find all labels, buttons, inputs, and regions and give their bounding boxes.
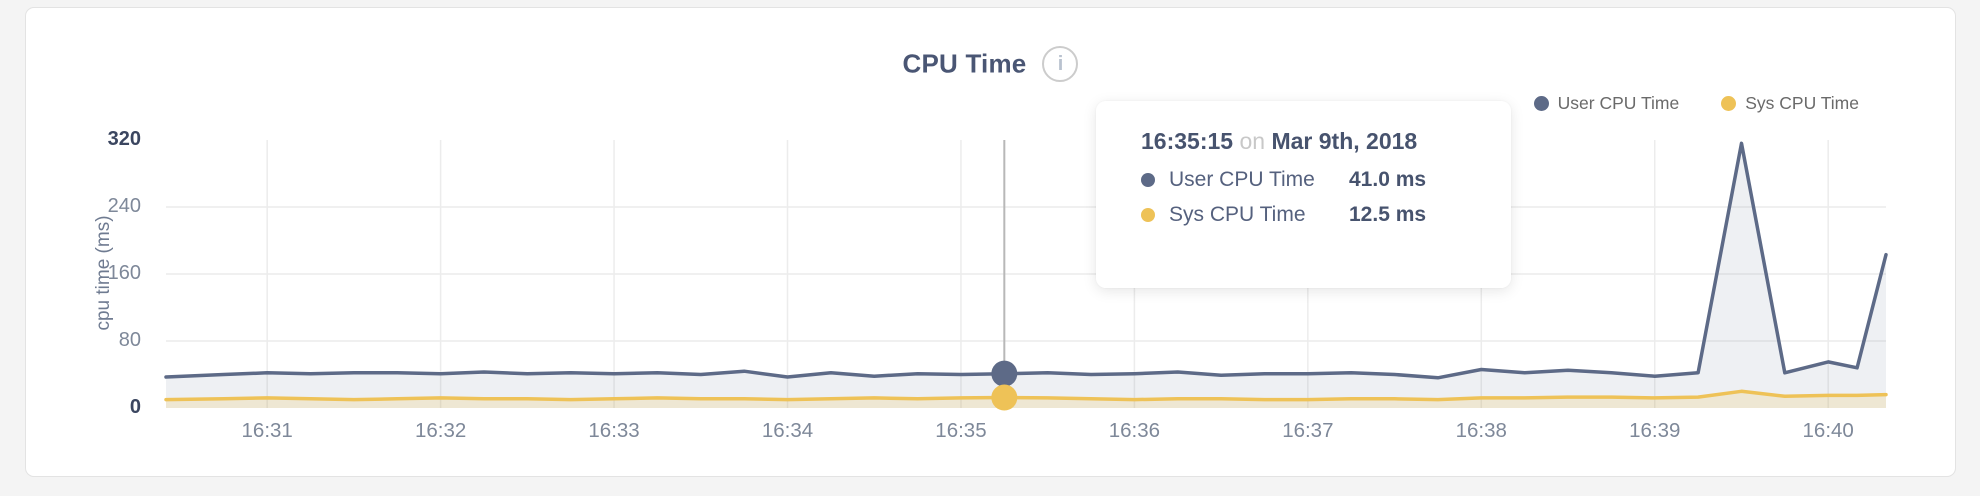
legend-item-sys-cpu-time[interactable]: Sys CPU Time [1721,93,1859,114]
chart-tooltip: 16:35:15 on Mar 9th, 2018 User CPU Time 4… [1096,101,1511,288]
tooltip-row: User CPU Time 41.0 ms [1141,168,1491,192]
hover-point-user[interactable] [991,360,1018,387]
series-area [166,391,1886,408]
y-tick-label: 240 [107,195,141,217]
legend-label: User CPU Time [1557,93,1680,113]
x-tick-label: 16:39 [1629,419,1681,442]
tooltip-series-value: 12.5 ms [1349,203,1427,226]
series-line [164,389,1888,402]
chart-plot-area[interactable] [164,140,1888,411]
tooltip-series-name: Sys CPU Time [1169,203,1306,226]
x-tick-label: 16:32 [414,419,467,442]
tooltip-timestamp: 16:35:15 on Mar 9th, 2018 [1141,128,1491,155]
chart-title: CPU Time [902,48,1027,79]
x-tick-label: 16:34 [761,419,814,442]
chart-legend: User CPU Time Sys CPU Time [1533,93,1859,114]
legend-dot [1533,96,1549,111]
tooltip-series-name: User CPU Time [1169,168,1315,191]
tooltip-date: Mar 9th, 2018 [1271,128,1418,154]
legend-item-user-cpu-time[interactable]: User CPU Time [1533,93,1680,114]
y-tick-label: 160 [107,262,141,284]
tooltip-connector: on [1239,128,1266,154]
hover-point-sys[interactable] [991,384,1018,411]
x-tick-label: 16:31 [241,419,293,442]
x-tick-label: 16:36 [1108,419,1161,442]
info-icon[interactable]: i [1042,46,1079,82]
legend-label: Sys CPU Time [1745,93,1859,113]
y-tick-label: 0 [129,396,141,418]
y-tick-label: 320 [107,128,141,150]
tooltip-series-dot [1141,173,1155,187]
chart-header: CPU Time i [26,46,1955,82]
x-tick-label: 16:40 [1802,419,1854,442]
legend-dot [1721,96,1737,111]
x-tick-label: 16:35 [935,419,987,442]
series-area [166,143,1886,409]
tooltip-series-value: 41.0 ms [1349,168,1427,191]
cpu-time-chart-card: CPU Time i User CPU Time Sys CPU Time cpu … [25,7,1956,477]
x-tick-label: 16:37 [1282,419,1334,442]
series-line [164,141,1888,380]
tooltip-time: 16:35:15 [1141,128,1234,154]
y-tick-label: 80 [118,329,141,351]
tooltip-series-dot [1141,208,1155,222]
x-tick-label: 16:38 [1455,419,1507,442]
x-tick-label: 16:33 [588,419,640,442]
tooltip-row: Sys CPU Time 12.5 ms [1141,203,1491,227]
